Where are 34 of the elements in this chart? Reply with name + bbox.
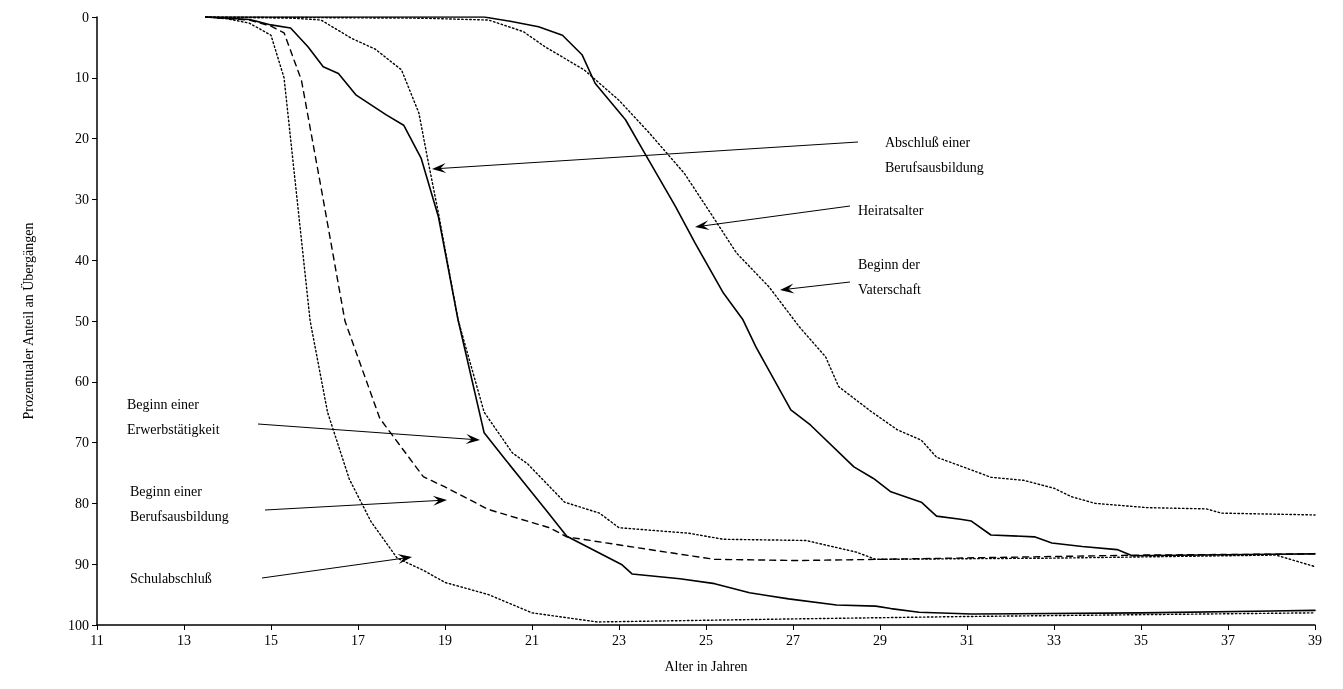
x-tick-label: 11 <box>90 632 104 648</box>
y-tick-label: 100 <box>68 617 89 633</box>
annotation: Schulabschluß <box>130 571 212 586</box>
annotation: Abschluß einer Berufsausbildung <box>885 135 984 175</box>
x-tick-label: 27 <box>786 632 800 648</box>
y-tick-label: 90 <box>75 556 89 572</box>
annotation: Beginn einer Erwerbstätigkeit <box>127 397 220 437</box>
x-axis-title: Alter in Jahren <box>664 658 748 674</box>
x-tick-label: 39 <box>1308 632 1322 648</box>
y-tick-label: 30 <box>75 191 89 207</box>
y-tick-label: 60 <box>75 374 89 390</box>
y-tick-label: 40 <box>75 252 89 268</box>
x-tick-label: 23 <box>612 632 626 648</box>
y-tick-label: 20 <box>75 131 89 147</box>
y-axis-title: Prozentualer Anteil an Übergängen <box>19 222 36 420</box>
y-tick-label: 80 <box>75 495 89 511</box>
x-tick-label: 15 <box>264 632 278 648</box>
x-tick-label: 33 <box>1047 632 1061 648</box>
x-tick-label: 17 <box>351 632 365 648</box>
x-tick-label: 31 <box>960 632 974 648</box>
y-tick-label: 10 <box>75 70 89 86</box>
x-tick-label: 19 <box>438 632 452 648</box>
x-tick-label: 29 <box>873 632 887 648</box>
y-tick-label: 50 <box>75 313 89 329</box>
x-tick-label: 37 <box>1221 632 1235 648</box>
annotation: Heiratsalter <box>858 203 924 218</box>
y-tick-label: 70 <box>75 435 89 451</box>
x-tick-label: 25 <box>699 632 713 648</box>
x-tick-label: 13 <box>177 632 191 648</box>
y-tick-label: 0 <box>82 9 89 25</box>
x-tick-label: 35 <box>1134 632 1148 648</box>
annotation: Beginn der Vaterschaft <box>858 257 924 297</box>
annotation: Beginn einer Berufsausbildung <box>130 484 229 524</box>
x-tick-label: 21 <box>525 632 539 648</box>
